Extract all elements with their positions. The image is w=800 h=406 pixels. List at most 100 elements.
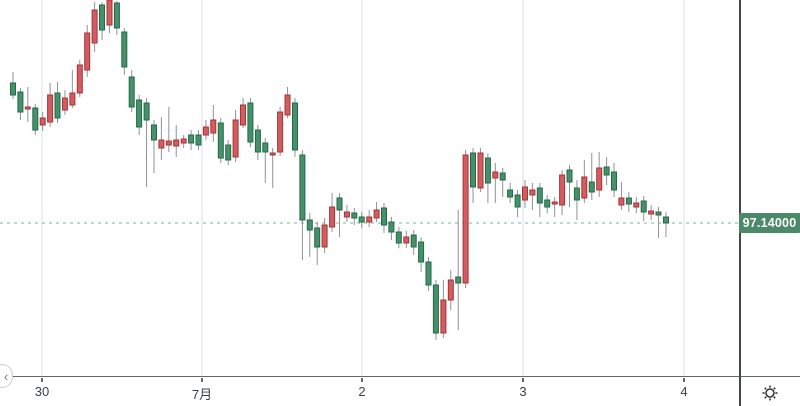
candle bbox=[284, 94, 291, 116]
candle bbox=[522, 186, 528, 201]
candle bbox=[447, 279, 454, 301]
candle bbox=[69, 92, 76, 106]
candle bbox=[225, 144, 232, 161]
candle bbox=[17, 91, 24, 113]
candle bbox=[240, 104, 246, 126]
candle bbox=[581, 176, 588, 199]
candle bbox=[269, 152, 276, 156]
candle bbox=[210, 119, 217, 134]
time-axis[interactable]: 30 7月 2 3 4 bbox=[0, 377, 800, 406]
candle bbox=[32, 107, 39, 131]
candle bbox=[455, 276, 462, 284]
candle bbox=[358, 216, 365, 223]
candle bbox=[499, 172, 506, 181]
candle bbox=[477, 152, 484, 189]
candle bbox=[91, 9, 98, 44]
candle bbox=[625, 197, 632, 205]
time-axis-tick bbox=[201, 378, 203, 382]
candle bbox=[76, 64, 83, 94]
price-axis-border bbox=[739, 0, 741, 406]
candle bbox=[640, 200, 647, 213]
candle bbox=[484, 157, 491, 184]
candle bbox=[603, 166, 610, 176]
time-axis-tick bbox=[522, 378, 524, 382]
time-axis-label: 2 bbox=[358, 384, 366, 399]
candle bbox=[232, 119, 239, 158]
candle bbox=[663, 216, 669, 224]
candle bbox=[321, 224, 328, 248]
candlestick-plot[interactable] bbox=[0, 0, 740, 377]
candle bbox=[151, 124, 157, 141]
candle bbox=[351, 212, 358, 219]
candle bbox=[410, 234, 417, 248]
candle bbox=[247, 102, 254, 143]
candle bbox=[655, 211, 662, 216]
candle bbox=[395, 231, 402, 244]
price-axis[interactable] bbox=[741, 0, 800, 377]
time-axis-tick bbox=[361, 378, 363, 382]
time-axis-tick bbox=[41, 378, 43, 382]
candle bbox=[366, 216, 373, 223]
candle bbox=[462, 154, 469, 284]
candle bbox=[10, 82, 16, 96]
candle bbox=[128, 76, 135, 108]
candle bbox=[618, 197, 625, 206]
candle bbox=[470, 152, 476, 188]
candle bbox=[432, 284, 439, 334]
candle bbox=[648, 210, 655, 215]
candle bbox=[99, 4, 105, 31]
time-axis-label: 4 bbox=[680, 384, 688, 399]
candle bbox=[373, 209, 380, 219]
candle bbox=[24, 106, 31, 110]
gear-icon bbox=[762, 385, 778, 401]
time-axis-label: 3 bbox=[519, 384, 527, 399]
candle bbox=[173, 139, 180, 147]
candle bbox=[61, 97, 68, 111]
candle bbox=[588, 181, 595, 193]
time-axis-label: 30 bbox=[34, 384, 50, 399]
candle bbox=[343, 211, 350, 218]
candle bbox=[596, 167, 603, 191]
chart-plot-area[interactable] bbox=[0, 0, 740, 377]
candle bbox=[336, 197, 343, 211]
candle bbox=[559, 174, 566, 206]
candle bbox=[611, 171, 617, 191]
candle bbox=[106, 0, 113, 26]
candle bbox=[121, 31, 128, 68]
chevron-left-icon: ‹ bbox=[3, 368, 9, 384]
candle bbox=[529, 189, 536, 196]
candle bbox=[47, 94, 54, 123]
candle bbox=[633, 202, 640, 208]
candle bbox=[573, 187, 580, 201]
time-axis-tick bbox=[683, 378, 685, 382]
candle bbox=[329, 206, 336, 228]
candle bbox=[217, 122, 224, 159]
candle bbox=[544, 199, 551, 208]
candle bbox=[262, 142, 269, 153]
candle bbox=[536, 187, 543, 204]
candle bbox=[381, 207, 387, 226]
candle bbox=[136, 99, 143, 128]
candle bbox=[195, 134, 202, 146]
candle bbox=[143, 102, 150, 121]
candle bbox=[180, 138, 187, 144]
candle bbox=[566, 169, 573, 183]
candle bbox=[440, 299, 447, 334]
candle bbox=[299, 154, 306, 221]
candle bbox=[113, 2, 120, 29]
candle bbox=[514, 194, 521, 208]
candle bbox=[403, 236, 410, 244]
axis-settings-button[interactable] bbox=[761, 384, 779, 402]
candle bbox=[188, 134, 195, 144]
candle bbox=[254, 129, 261, 153]
candle bbox=[492, 171, 499, 179]
candle bbox=[202, 126, 209, 136]
candle bbox=[551, 201, 558, 205]
candle bbox=[306, 219, 313, 231]
candle bbox=[165, 140, 172, 146]
candle bbox=[507, 189, 514, 198]
candle bbox=[418, 241, 425, 263]
candle bbox=[158, 139, 165, 149]
candle bbox=[425, 261, 432, 286]
